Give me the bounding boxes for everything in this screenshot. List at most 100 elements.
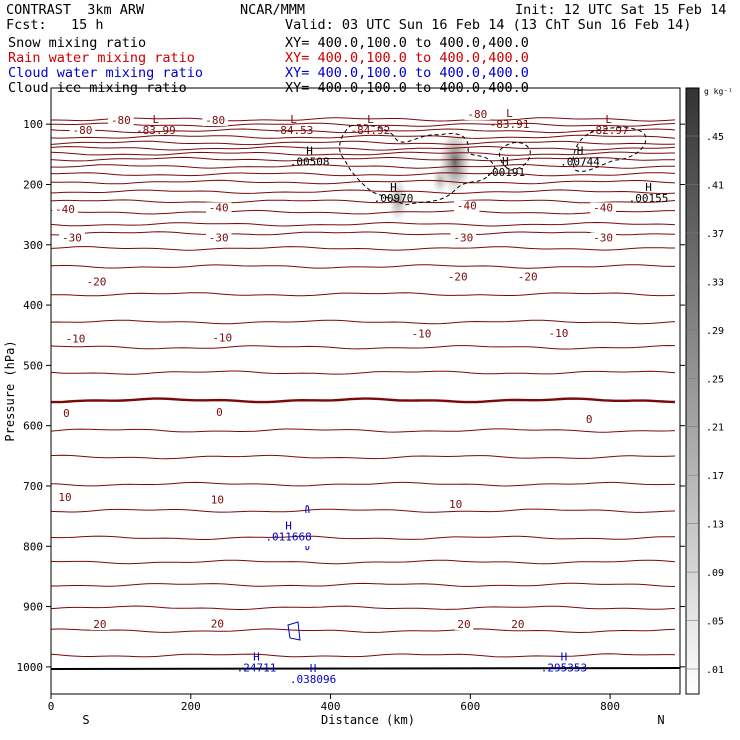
low-center-marker: L <box>153 113 160 126</box>
isotherm-label-bg <box>208 494 227 506</box>
low-center-value: -83.91 <box>490 118 530 131</box>
colorbar-ticks: .45 .41 .37 .33 .29 .25 .21 .17 .13 .09 .05 .01 <box>686 132 724 676</box>
field-cloudwater-name: Cloud water mixing ratio <box>8 65 204 81</box>
snow-blob <box>432 166 448 194</box>
ice-high-marker: H <box>645 181 652 194</box>
isotherm-label-bg <box>205 202 232 214</box>
field-snow-xy: XY= 400.0,100.0 to 400.0,400.0 <box>285 35 529 51</box>
colorbar-label: .09 <box>706 568 724 579</box>
isotherm-label: 0 <box>63 407 70 420</box>
isotherm-line <box>51 179 676 185</box>
cloud-ice-contour <box>339 124 647 206</box>
ice-high-marker: H <box>577 145 584 158</box>
isotherm-label-bg <box>55 491 75 503</box>
field-snow-name: Snow mixing ratio <box>8 35 147 51</box>
init-time: Init: 12 UTC Sat 15 Feb 14 <box>515 2 727 18</box>
isotherm-label-bg <box>209 332 236 344</box>
ice-high-value: .00744 <box>560 156 600 169</box>
isotherm-label-bg <box>590 202 616 214</box>
isotherm-label-bg <box>60 408 72 420</box>
isotherm-line <box>51 582 676 587</box>
x-tick-label: 0 <box>48 700 55 713</box>
colorbar-label: .01 <box>706 665 724 676</box>
isotherm-label-bg <box>205 232 232 244</box>
low-center-marker: L <box>290 113 297 126</box>
isotherm-label: -30 <box>62 232 82 245</box>
y-tick-label: 200 <box>23 178 43 191</box>
cloud-water-high-value: .295353 <box>541 661 587 674</box>
isotherm-label-bg <box>408 328 435 340</box>
y-tick-label: 900 <box>23 601 43 614</box>
colorbar-label: .33 <box>706 277 724 288</box>
isotherm-line <box>51 151 675 156</box>
colorbar-label: .13 <box>706 520 724 531</box>
isotherm-line <box>51 164 675 169</box>
low-center-value: -83.99 <box>136 124 176 137</box>
isotherm-line <box>51 122 676 127</box>
cloud-water-high-value: .038096 <box>290 673 336 686</box>
colorbar-ramp <box>685 87 700 695</box>
valid-time: Valid: 03 UTC Sun 16 Feb 14 (13 ChT Sun … <box>285 17 692 33</box>
isotherm-label: -30 <box>209 232 229 245</box>
cloud-water-contour <box>305 505 310 514</box>
x-axis-label: Distance (km) <box>321 713 415 727</box>
low-center-value: -82.97 <box>589 124 629 137</box>
isotherm-label-bg <box>450 232 477 244</box>
isotherm-label-bg <box>108 114 134 126</box>
colorbar-label: .29 <box>706 326 724 337</box>
colorbar-label: .25 <box>706 374 724 385</box>
isotherm-label-bg <box>583 414 595 426</box>
isotherm-label: -40 <box>209 201 229 214</box>
low-center-value: -84.53 <box>274 124 314 137</box>
ice-high-value: .00508 <box>290 156 330 169</box>
isotherm-label-bg <box>454 200 480 212</box>
isotherm-line <box>51 344 676 350</box>
isotherm-line <box>51 628 676 634</box>
x-axis: 0 200 400 600 800 <box>48 694 620 713</box>
cloud-water-high-marker: H <box>253 650 260 663</box>
isotherm-label-bg <box>444 271 471 283</box>
isotherm-line <box>51 117 676 122</box>
isotherm-label: -10 <box>212 332 232 345</box>
y-tick-label: 300 <box>23 239 43 252</box>
x-tick-label: 200 <box>181 700 201 713</box>
colorbar-label: .41 <box>706 180 724 191</box>
isotherm-label: 20 <box>211 617 224 630</box>
isotherm-line <box>51 481 675 487</box>
isotherm-label: 0 <box>586 413 593 426</box>
colorbar-label: .05 <box>706 617 724 628</box>
isotherm-lines <box>51 117 676 658</box>
low-center-value: -84.92 <box>351 124 391 137</box>
isotherm-label: 20 <box>511 618 524 631</box>
isotherm-line <box>51 128 676 134</box>
isotherm-label: -80 <box>467 108 487 121</box>
isotherm-line <box>51 428 676 433</box>
low-center-marker: L <box>605 113 612 126</box>
cloud-water-high-value: .24711 <box>237 661 277 674</box>
isotherm-label-bg <box>590 232 616 244</box>
isotherm-label: -20 <box>518 271 538 284</box>
surface-line <box>50 667 681 670</box>
isotherm-label: -40 <box>593 201 613 214</box>
isotherm-label-bg <box>454 619 474 631</box>
isotherm-line <box>51 559 676 565</box>
y-tick-label: 800 <box>23 540 43 553</box>
isotherm-line <box>51 397 676 404</box>
isotherm-label-bg <box>62 333 89 345</box>
y-tick-label: 700 <box>23 480 43 493</box>
x-right-end-label: N <box>657 713 664 727</box>
isotherm-label: 20 <box>93 618 106 631</box>
isotherm-label-bg <box>464 108 491 120</box>
isotherm-line <box>51 199 676 204</box>
isotherm-label-bg <box>208 618 227 630</box>
isotherm-label: -40 <box>55 203 75 216</box>
isotherm-label: -30 <box>593 232 613 245</box>
isotherm-line <box>51 605 676 610</box>
low-center-marker: L <box>367 113 374 126</box>
isotherm-label: -10 <box>66 332 86 345</box>
isotherm-label-bg <box>213 406 226 418</box>
colorbar: .45 .41 .37 .33 .29 .25 .21 .17 .13 .09 .05 .01 g k… <box>685 87 733 695</box>
isotherm-line <box>51 145 676 151</box>
y-tick-label: 100 <box>23 118 43 131</box>
isotherm-line <box>51 508 676 513</box>
